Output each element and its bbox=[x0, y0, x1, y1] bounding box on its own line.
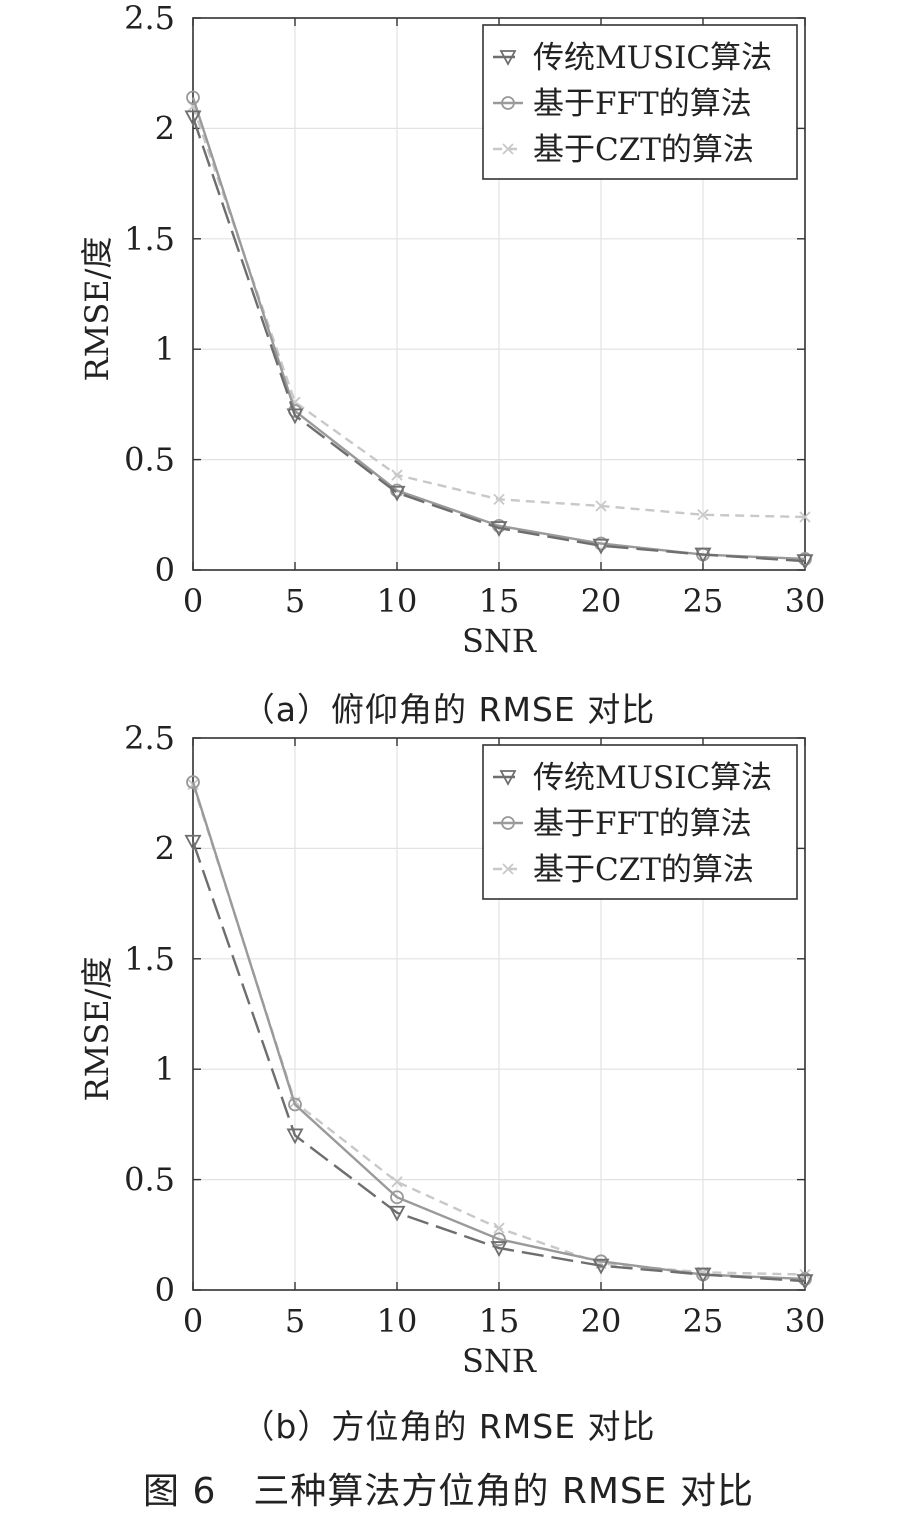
chart-a-data-point bbox=[697, 509, 709, 521]
chart-a-ytick-label: 1 bbox=[155, 330, 175, 368]
chart-b-legend-marker bbox=[502, 863, 514, 875]
chart-a-xtick-label: 30 bbox=[785, 582, 826, 620]
chart-b-data-point bbox=[288, 1097, 302, 1112]
chart-b-ytick-label: 1 bbox=[155, 1050, 175, 1088]
chart-b-data-point bbox=[390, 1190, 404, 1205]
chart-b-data-point bbox=[184, 834, 202, 851]
chart-a-data-point bbox=[184, 110, 202, 127]
chart-b-data-point bbox=[592, 1258, 610, 1275]
chart-a-ytick-label: 1.5 bbox=[124, 220, 175, 258]
chart-a-data-point bbox=[592, 538, 610, 555]
chart-a-series-0 bbox=[184, 110, 814, 571]
chart-a-data-point bbox=[493, 493, 505, 505]
chart-a-xtick-label: 25 bbox=[683, 582, 724, 620]
chart-a-caption: （a）俯仰角的 RMSE 对比 bbox=[241, 690, 656, 729]
chart-b-ytick-label: 1.5 bbox=[124, 940, 175, 978]
chart-a-data-point bbox=[796, 554, 814, 571]
chart-b-legend-label: 传统MUSIC算法 bbox=[533, 760, 772, 796]
chart-a-ytick-label: 0.5 bbox=[124, 441, 175, 479]
chart-b-legend-label: 基于CZT的算法 bbox=[533, 852, 754, 888]
chart-a-data-point bbox=[391, 469, 403, 481]
chart-b-svg: 0 5 10 15 20 25 30 0 0.5 1 1.5 2 2.5 SNR RMSE/度 传统MUSIC… bbox=[78, 720, 826, 1380]
chart-b-xtick-label: 10 bbox=[377, 1302, 418, 1340]
chart-b-caption: （b）方位角的 RMSE 对比 bbox=[241, 1407, 656, 1446]
chart-a-xtick-label: 0 bbox=[183, 582, 203, 620]
chart-a: 0 5 10 15 20 25 30 0 0.5 1 1.5 2 2.5 SNR RMSE/度 传统MUSIC… bbox=[0, 0, 897, 660]
chart-b-legend-box bbox=[482, 744, 798, 900]
chart-a-data-point bbox=[799, 511, 811, 523]
chart-b-ytick-label: 0 bbox=[155, 1271, 175, 1309]
chart-a-data-point bbox=[286, 408, 304, 425]
figure-caption: 图 6 三种算法方位角的 RMSE 对比 bbox=[143, 1471, 754, 1512]
chart-a-xtick-label: 10 bbox=[377, 582, 418, 620]
chart-a-xlabel: SNR bbox=[462, 622, 537, 660]
chart-b-xtick-label: 20 bbox=[581, 1302, 622, 1340]
chart-a-ylabel: RMSE/度 bbox=[78, 237, 116, 382]
chart-b-data-point bbox=[492, 1232, 506, 1247]
chart-b-ytick-label: 2.5 bbox=[124, 720, 175, 757]
chart-b-data-point bbox=[391, 1176, 403, 1188]
chart-b-ylabel: RMSE/度 bbox=[78, 957, 116, 1102]
chart-a-ytick-label: 2.5 bbox=[124, 0, 175, 37]
chart-a-series-line bbox=[191, 116, 806, 563]
chart-a-data-point bbox=[798, 552, 812, 566]
chart-b-data-point bbox=[493, 1222, 505, 1234]
chart-a-data-point bbox=[595, 500, 607, 512]
chart-b-data-point bbox=[694, 1267, 712, 1284]
chart-a-legend-marker bbox=[501, 96, 515, 110]
chart-b-data-point bbox=[388, 1205, 406, 1222]
chart-a-xtick-label: 15 bbox=[479, 582, 520, 620]
chart-a-data-point bbox=[388, 485, 406, 502]
chart-a-ytick-label: 2 bbox=[155, 109, 175, 147]
chart-a-data-point bbox=[390, 483, 404, 498]
chart-b-legend-label: 基于FFT的算法 bbox=[533, 806, 752, 842]
chart-a-data-point bbox=[694, 547, 712, 564]
chart-a-legend-marker bbox=[502, 143, 514, 155]
chart-b-xtick-label: 0 bbox=[183, 1302, 203, 1340]
chart-b-xtick-label: 15 bbox=[479, 1302, 520, 1340]
chart-b-data-point bbox=[286, 1128, 304, 1145]
chart-b-legend-marker bbox=[499, 770, 517, 786]
chart-a-svg: 0 5 10 15 20 25 30 0 0.5 1 1.5 2 2.5 SNR RMSE/度 传统MUSIC… bbox=[78, 0, 826, 660]
chart-b: 0 5 10 15 20 25 30 0 0.5 1 1.5 2 2.5 SNR RMSE/度 传统MUSIC… bbox=[0, 720, 897, 1380]
chart-b-data-point bbox=[796, 1274, 814, 1291]
chart-a-xtick-label: 20 bbox=[581, 582, 622, 620]
chart-a-ytick-label: 0 bbox=[155, 551, 175, 589]
chart-b-ytick-label: 0.5 bbox=[124, 1161, 175, 1199]
chart-b-xtick-label: 5 bbox=[285, 1302, 305, 1340]
chart-a-legend-marker bbox=[499, 50, 517, 66]
chart-b-series-0 bbox=[184, 834, 814, 1291]
chart-b-xlabel: SNR bbox=[462, 1342, 537, 1380]
chart-a-legend-label: 传统MUSIC算法 bbox=[533, 40, 772, 76]
chart-b-data-point bbox=[798, 1272, 812, 1286]
chart-a-legend-label: 基于CZT的算法 bbox=[533, 132, 754, 168]
chart-b-data-point bbox=[186, 775, 200, 790]
chart-b-legend-marker bbox=[501, 816, 515, 830]
chart-b-ytick-label: 2 bbox=[155, 829, 175, 867]
chart-b-series-line bbox=[191, 841, 806, 1283]
chart-a-data-point bbox=[186, 90, 200, 105]
chart-a-data-point bbox=[490, 521, 508, 537]
chart-a-xtick-label: 5 bbox=[285, 582, 305, 620]
chart-a-legend-box bbox=[482, 24, 798, 180]
chart-b-xtick-label: 30 bbox=[785, 1302, 826, 1340]
chart-a-legend-label: 基于FFT的算法 bbox=[533, 86, 752, 122]
chart-b-xtick-label: 25 bbox=[683, 1302, 724, 1340]
chart-b-data-point bbox=[490, 1241, 508, 1257]
